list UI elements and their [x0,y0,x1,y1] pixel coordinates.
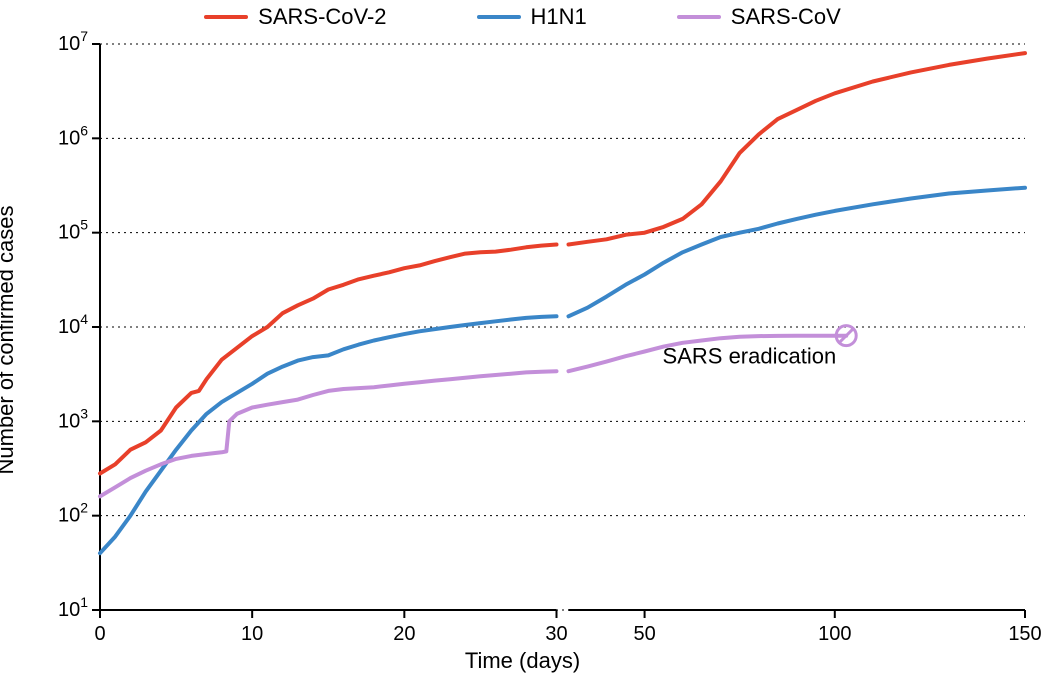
svg-text:150: 150 [1008,623,1041,645]
legend: SARS-CoV-2 H1N1 SARS-CoV [0,4,1045,30]
svg-text:102: 102 [58,500,88,527]
legend-label: SARS-CoV [731,4,841,30]
legend-swatch [677,15,721,19]
svg-text:101: 101 [58,594,88,621]
legend-swatch [204,15,248,19]
y-axis-label: Number of confirmed cases [0,206,19,475]
legend-swatch [477,15,521,19]
svg-text:10: 10 [241,623,263,645]
svg-text:0: 0 [94,623,105,645]
svg-text:50: 50 [633,623,655,645]
legend-label: SARS-CoV-2 [258,4,386,30]
svg-text:105: 105 [58,217,88,244]
svg-text:30: 30 [545,623,567,645]
svg-text:SARS eradication: SARS eradication [663,344,837,369]
svg-text:20: 20 [393,623,415,645]
svg-text:100: 100 [818,623,851,645]
legend-item: SARS-CoV [677,4,841,30]
legend-item: H1N1 [477,4,587,30]
legend-item: SARS-CoV-2 [204,4,386,30]
x-axis-label: Time (days) [0,648,1045,674]
chart-svg: 101102103104105106107010203050100150SARS… [0,0,1045,680]
svg-text:107: 107 [58,28,88,55]
chart-container: SARS-CoV-2 H1N1 SARS-CoV Number of confi… [0,0,1045,680]
legend-label: H1N1 [531,4,587,30]
svg-text:104: 104 [58,311,88,338]
svg-text:103: 103 [58,405,88,432]
svg-text:106: 106 [58,122,88,149]
